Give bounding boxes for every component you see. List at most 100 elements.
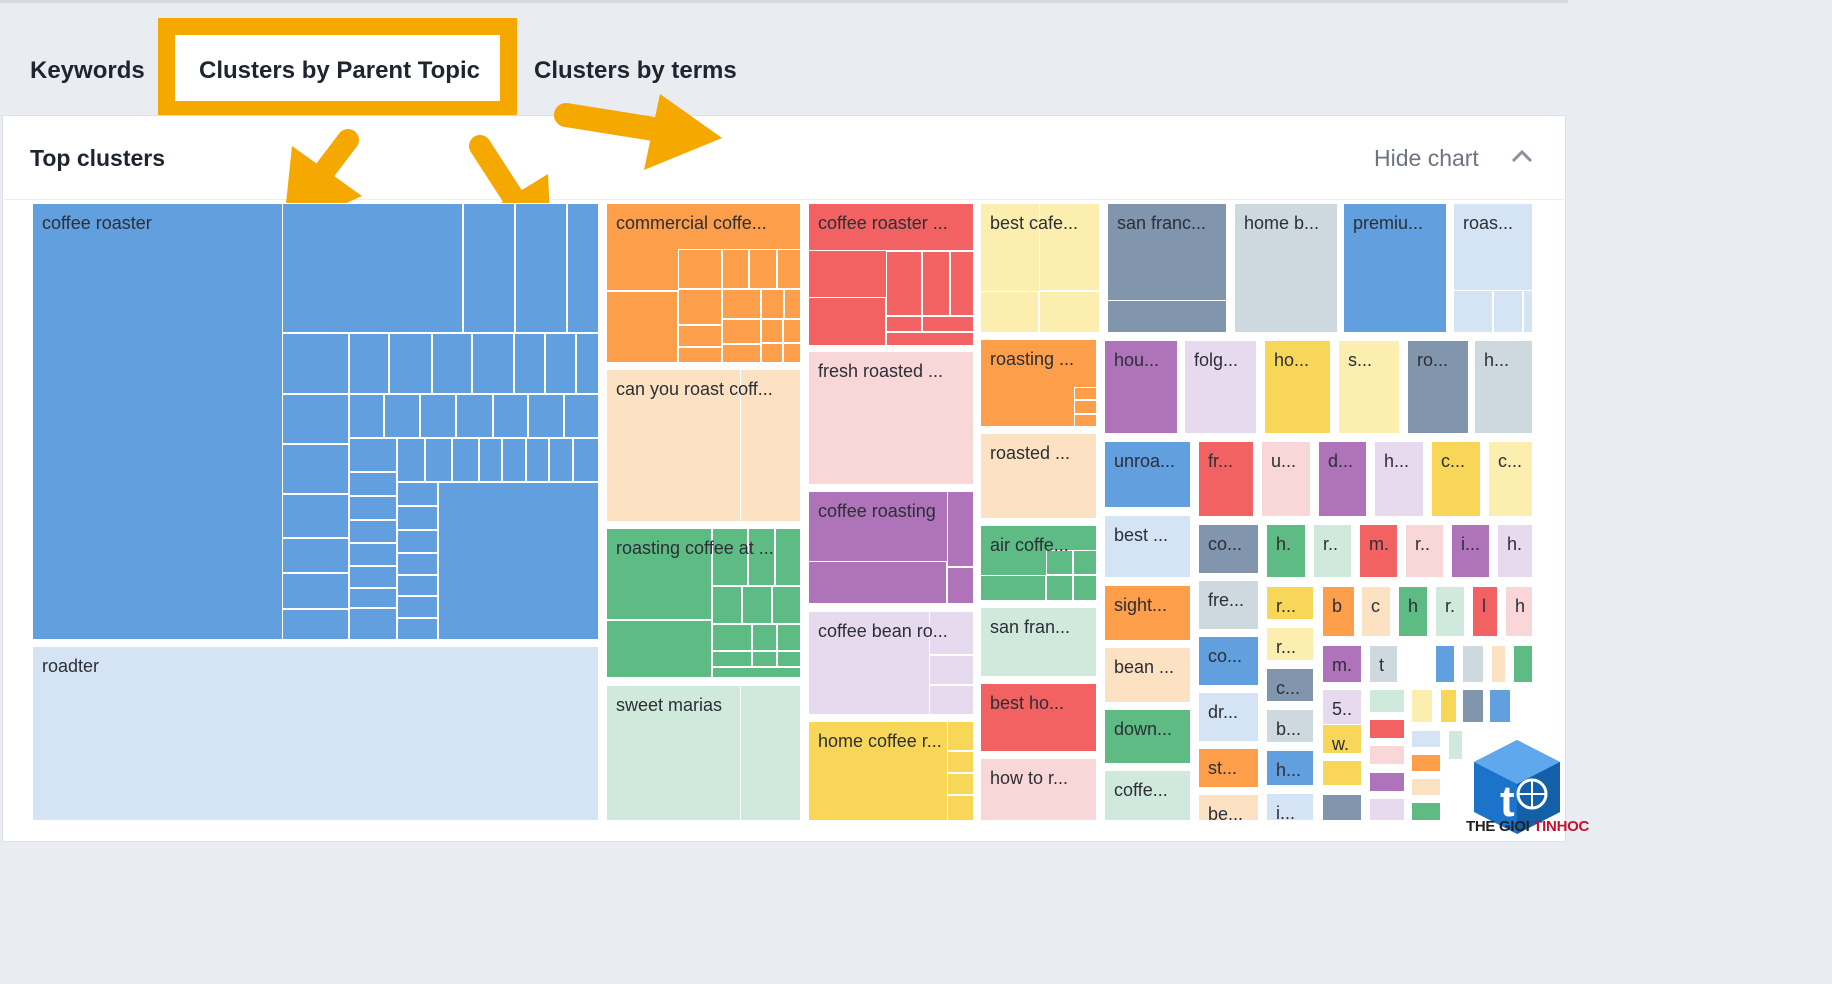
- cluster-tile[interactable]: [1322, 689, 1362, 727]
- treemap-subcell[interactable]: [712, 624, 752, 651]
- treemap-subcell[interactable]: [808, 561, 947, 604]
- treemap-subcell[interactable]: [1491, 645, 1506, 683]
- treemap-subcell[interactable]: [282, 494, 349, 538]
- cluster-tile[interactable]: [1313, 524, 1352, 578]
- treemap-subcell[interactable]: [929, 611, 974, 655]
- treemap-subcell[interactable]: [740, 369, 801, 522]
- cluster-tile[interactable]: [980, 758, 1097, 821]
- cluster-tile[interactable]: [1261, 441, 1311, 517]
- treemap-subcell[interactable]: [397, 506, 438, 530]
- treemap-subcell[interactable]: [722, 319, 761, 344]
- treemap-subcell[interactable]: [722, 344, 761, 363]
- treemap-subcell[interactable]: [947, 567, 974, 604]
- treemap-subcell[interactable]: [349, 588, 397, 608]
- cluster-tile[interactable]: [1266, 627, 1314, 661]
- treemap-subcell[interactable]: [1322, 794, 1362, 821]
- treemap-subcell[interactable]: [1073, 550, 1097, 575]
- treemap-subcell[interactable]: [349, 333, 389, 394]
- treemap-subcell[interactable]: [678, 325, 722, 347]
- treemap-subcell[interactable]: [606, 620, 712, 678]
- cluster-tile[interactable]: [1451, 524, 1490, 578]
- treemap-subcell[interactable]: [606, 528, 712, 620]
- treemap-subcell[interactable]: [438, 482, 599, 640]
- cluster-tile[interactable]: [1322, 724, 1362, 754]
- treemap-subcell[interactable]: [425, 438, 452, 482]
- treemap-subcell[interactable]: [549, 438, 573, 482]
- treemap-subcell[interactable]: [775, 528, 801, 586]
- treemap-subcell[interactable]: [493, 394, 528, 438]
- treemap-subcell[interactable]: [886, 332, 974, 346]
- cluster-tile[interactable]: [808, 721, 974, 821]
- treemap-subcell[interactable]: [1369, 798, 1405, 821]
- treemap-subcell[interactable]: [678, 347, 722, 363]
- tab-clusters-by-parent-topic[interactable]: Clusters by Parent Topic: [199, 57, 480, 84]
- treemap-subcell[interactable]: [1369, 772, 1405, 792]
- treemap-subcell[interactable]: [349, 543, 397, 566]
- cluster-tile[interactable]: [980, 607, 1097, 677]
- treemap-subcell[interactable]: [456, 394, 493, 438]
- treemap-subcell[interactable]: [761, 289, 784, 319]
- treemap-subcell[interactable]: [1411, 802, 1441, 821]
- treemap-subcell[interactable]: [742, 586, 772, 624]
- cluster-tile[interactable]: [1361, 586, 1391, 637]
- tab-keywords[interactable]: Keywords: [30, 57, 145, 84]
- cluster-tile[interactable]: [1266, 709, 1314, 743]
- treemap-subcell[interactable]: [740, 685, 801, 821]
- treemap-subcell[interactable]: [397, 438, 425, 482]
- treemap-subcell[interactable]: [749, 249, 777, 289]
- treemap-subcell[interactable]: [1046, 575, 1073, 601]
- cluster-tile[interactable]: [1505, 586, 1533, 637]
- treemap-subcell[interactable]: [397, 575, 438, 596]
- treemap-subcell[interactable]: [772, 586, 801, 624]
- cluster-tile[interactable]: [1198, 580, 1259, 630]
- cluster-tile[interactable]: [1198, 441, 1254, 517]
- treemap-subcell[interactable]: [761, 343, 783, 363]
- treemap-subcell[interactable]: [349, 496, 397, 520]
- chevron-up-icon[interactable]: [1510, 146, 1534, 166]
- cluster-tile[interactable]: [1488, 441, 1533, 517]
- treemap-subcell[interactable]: [452, 438, 479, 482]
- cluster-tile[interactable]: [1318, 441, 1367, 517]
- cluster-tile[interactable]: [1198, 636, 1259, 686]
- cluster-tile[interactable]: [1104, 647, 1191, 703]
- treemap-subcell[interactable]: [573, 438, 599, 482]
- treemap-subcell[interactable]: [1074, 414, 1097, 427]
- treemap-subcell[interactable]: [528, 394, 564, 438]
- cluster-tile[interactable]: [1198, 748, 1259, 788]
- treemap-subcell[interactable]: [397, 482, 438, 506]
- treemap-subcell[interactable]: [1369, 719, 1405, 739]
- treemap-subcell[interactable]: [389, 333, 432, 394]
- treemap-subcell[interactable]: [783, 343, 801, 363]
- treemap-subcell[interactable]: [567, 203, 599, 333]
- treemap-subcell[interactable]: [397, 596, 438, 618]
- treemap-subcell[interactable]: [784, 289, 801, 319]
- cluster-tile[interactable]: [1474, 340, 1533, 434]
- treemap-subcell[interactable]: [980, 575, 1046, 601]
- cluster-tile[interactable]: [1266, 524, 1306, 578]
- cluster-tile[interactable]: [1104, 515, 1191, 578]
- treemap-subcell[interactable]: [576, 333, 599, 394]
- cluster-tile[interactable]: [1198, 794, 1259, 821]
- treemap-subcell[interactable]: [1039, 203, 1100, 291]
- treemap-subcell[interactable]: [564, 394, 599, 438]
- treemap-subcell[interactable]: [777, 624, 801, 651]
- treemap-subcell[interactable]: [678, 289, 722, 325]
- treemap-subcell[interactable]: [947, 773, 974, 795]
- treemap-subcell[interactable]: [420, 394, 456, 438]
- cluster-tile[interactable]: [980, 433, 1097, 519]
- treemap-subcell[interactable]: [947, 491, 974, 567]
- cluster-tile[interactable]: [1405, 524, 1444, 578]
- treemap-subcell[interactable]: [1462, 645, 1484, 683]
- treemap-subcell[interactable]: [349, 472, 397, 496]
- cluster-tile[interactable]: [1264, 340, 1331, 434]
- treemap-subcell[interactable]: [947, 721, 974, 751]
- cluster-tile[interactable]: [1104, 585, 1191, 641]
- treemap-subcell[interactable]: [1411, 754, 1441, 772]
- treemap-subcell[interactable]: [922, 251, 950, 316]
- treemap-subcell[interactable]: [678, 249, 722, 289]
- treemap-subcell[interactable]: [1411, 730, 1441, 748]
- treemap-subcell[interactable]: [1462, 689, 1484, 723]
- treemap-subcell[interactable]: [1448, 730, 1463, 760]
- cluster-tile[interactable]: [1104, 340, 1178, 434]
- treemap-subcell[interactable]: [1074, 400, 1097, 414]
